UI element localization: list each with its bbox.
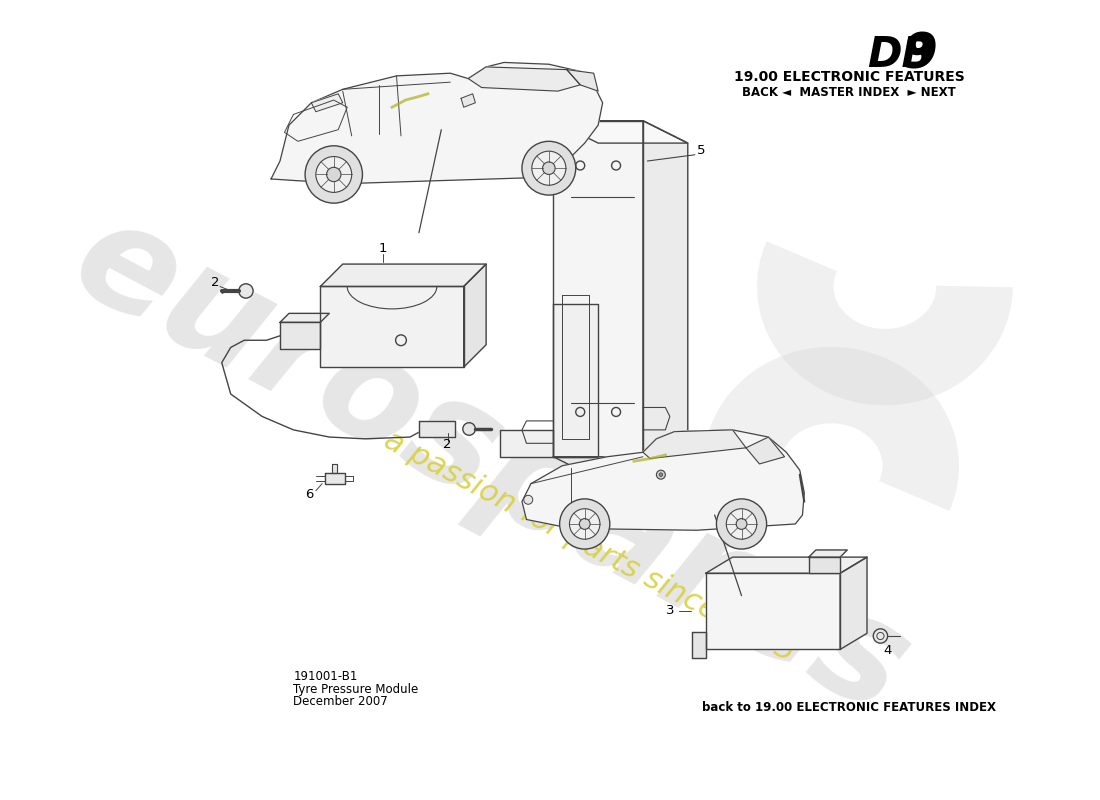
Polygon shape <box>553 121 688 143</box>
Circle shape <box>716 499 767 549</box>
Polygon shape <box>320 286 464 367</box>
Polygon shape <box>692 631 706 658</box>
Circle shape <box>873 629 888 643</box>
Polygon shape <box>553 305 598 457</box>
Polygon shape <box>332 464 338 473</box>
Circle shape <box>531 151 565 186</box>
Polygon shape <box>644 121 688 479</box>
Polygon shape <box>419 421 454 437</box>
Polygon shape <box>808 557 840 574</box>
Polygon shape <box>644 430 746 458</box>
Text: back to 19.00 ELECTRONIC FEATURES INDEX: back to 19.00 ELECTRONIC FEATURES INDEX <box>702 701 997 714</box>
Text: December 2007: December 2007 <box>294 695 388 708</box>
Polygon shape <box>706 557 867 574</box>
Polygon shape <box>746 437 784 464</box>
Text: a passion for parts since 1985: a passion for parts since 1985 <box>378 426 800 667</box>
Text: 4: 4 <box>883 644 892 657</box>
Text: eurospares: eurospares <box>51 187 931 745</box>
Polygon shape <box>706 574 840 650</box>
Polygon shape <box>553 121 643 457</box>
Text: 1: 1 <box>378 242 387 255</box>
Circle shape <box>316 157 352 192</box>
Circle shape <box>580 518 590 530</box>
Polygon shape <box>808 550 847 557</box>
Polygon shape <box>553 457 688 479</box>
Text: 2: 2 <box>211 277 220 290</box>
Text: BACK ◄  MASTER INDEX  ► NEXT: BACK ◄ MASTER INDEX ► NEXT <box>742 86 956 98</box>
Text: 19.00 ELECTRONIC FEATURES: 19.00 ELECTRONIC FEATURES <box>734 70 965 84</box>
Polygon shape <box>324 473 344 484</box>
Circle shape <box>239 284 253 298</box>
Polygon shape <box>311 94 343 112</box>
Text: 3: 3 <box>666 605 674 618</box>
Polygon shape <box>469 67 580 91</box>
Circle shape <box>463 422 475 435</box>
Circle shape <box>305 146 362 203</box>
Text: Tyre Pressure Module: Tyre Pressure Module <box>294 682 419 695</box>
Circle shape <box>542 162 556 174</box>
Text: 2: 2 <box>443 438 452 450</box>
Polygon shape <box>461 94 475 107</box>
Circle shape <box>570 509 600 539</box>
Polygon shape <box>280 314 329 322</box>
Circle shape <box>726 509 757 539</box>
Circle shape <box>522 142 575 195</box>
Text: 5: 5 <box>696 144 705 157</box>
Circle shape <box>657 470 665 479</box>
Polygon shape <box>499 430 553 457</box>
Polygon shape <box>280 322 320 350</box>
Text: 6: 6 <box>306 488 313 501</box>
Circle shape <box>659 473 662 477</box>
Polygon shape <box>522 430 804 530</box>
Polygon shape <box>464 264 486 367</box>
Polygon shape <box>840 557 867 650</box>
Text: 9: 9 <box>903 30 937 78</box>
Circle shape <box>560 499 609 549</box>
Text: 191001-B1: 191001-B1 <box>294 670 358 683</box>
Polygon shape <box>320 264 486 286</box>
Circle shape <box>524 495 532 504</box>
Polygon shape <box>271 62 603 183</box>
Polygon shape <box>566 70 598 91</box>
Text: DB: DB <box>867 34 933 76</box>
Circle shape <box>736 518 747 530</box>
Circle shape <box>327 167 341 182</box>
